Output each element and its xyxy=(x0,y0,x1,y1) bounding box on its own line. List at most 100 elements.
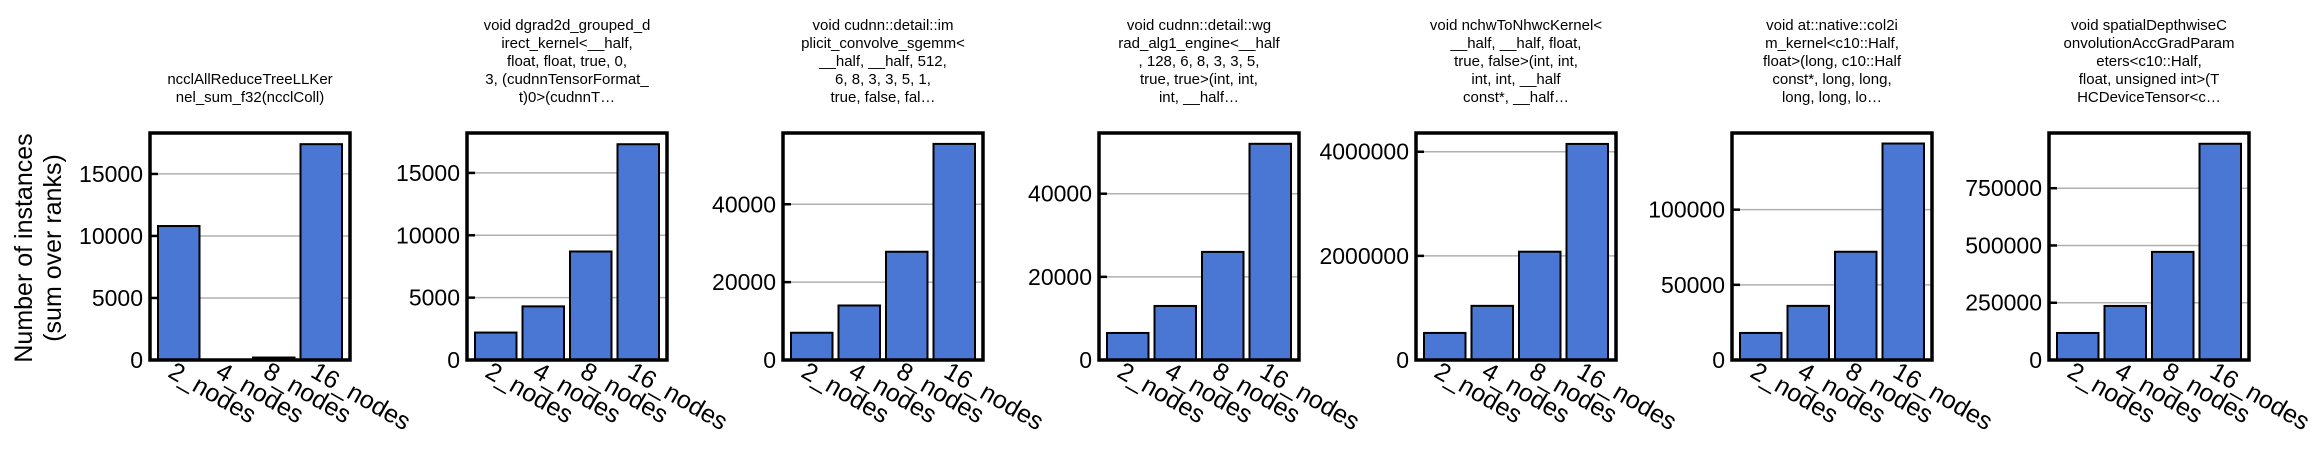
chart-title-line: float, float, true, 0, xyxy=(507,53,627,70)
bar-2_nodes xyxy=(2056,331,2100,361)
plot-frame xyxy=(1414,131,1618,362)
y-tick-label: 40000 xyxy=(712,191,776,217)
y-tick-label: 4000000 xyxy=(1319,139,1409,165)
chart-title-line: void cudnn::detail::im xyxy=(813,17,954,34)
plot-frame xyxy=(2047,131,2251,362)
chart-title-line: t)0>(cudnnT… xyxy=(519,89,615,106)
chart-title-line: eters<c10::Half, xyxy=(2096,53,2201,70)
chart-title-line: void cudnn::detail::wg xyxy=(1127,17,1271,34)
chart-title-line: const*, long, long, xyxy=(1772,71,1891,88)
y-tick-label: 2000000 xyxy=(1319,243,1409,269)
bar-2_nodes xyxy=(1739,331,1783,362)
chart-panel-2: void dgrad2d_grouped_direct_kernel<__hal… xyxy=(396,17,732,436)
y-axis-label-line-2: (sum over ranks) xyxy=(39,154,67,342)
y-tick-label: 0 xyxy=(1079,347,1092,373)
bar-8_nodes xyxy=(885,250,929,362)
bar-4_nodes xyxy=(1470,304,1514,361)
chart-title-line: true, false, fal… xyxy=(830,89,935,106)
plot-frame xyxy=(1097,131,1301,362)
chart-title-line: void dgrad2d_grouped_d xyxy=(484,17,651,34)
chart-title-line: void nchwToNhwcKernel< xyxy=(1430,17,1602,34)
chart-title-line: __half, __half, float, xyxy=(1450,35,1582,52)
y-tick-label: 0 xyxy=(1712,347,1725,373)
bar-8_nodes xyxy=(1834,250,1878,362)
chart-title-line: nel_sum_f32(ncclColl) xyxy=(176,89,324,106)
y-tick-label: 0 xyxy=(763,347,776,373)
chart-title-line: true, true>(int, int, xyxy=(1140,71,1258,88)
y-tick-label: 500000 xyxy=(1965,232,2042,258)
plot-frame xyxy=(1730,131,1934,362)
chart-title-line: int, __half… xyxy=(1159,89,1239,106)
bar-2_nodes xyxy=(790,331,834,361)
y-tick-label: 0 xyxy=(447,347,460,373)
chart-title-line: 6, 8, 3, 3, 5, 1, xyxy=(835,71,931,88)
bar-4_nodes xyxy=(2103,304,2147,361)
bar-8_nodes xyxy=(1201,250,1245,361)
y-tick-label: 15000 xyxy=(396,160,460,186)
chart-title-line: , 128, 6, 8, 3, 3, 5, xyxy=(1139,53,1260,70)
chart-title-line: onvolutionAccGradParam xyxy=(2064,35,2235,52)
y-tick-label: 15000 xyxy=(79,161,143,187)
y-tick-label: 5000 xyxy=(409,285,460,311)
y-tick-label: 5000 xyxy=(92,285,143,311)
bar-8_nodes xyxy=(569,250,613,361)
y-tick-label: 750000 xyxy=(1965,175,2042,201)
y-axis-label-line-1: Number of instances xyxy=(10,133,38,362)
chart-title-line: m_kernel<c10::Half, xyxy=(1765,35,1899,52)
chart-title-line: float, unsigned int>(T xyxy=(2079,71,2220,88)
bar-16_nodes xyxy=(1565,142,1609,361)
y-tick-label: 0 xyxy=(2029,347,2042,373)
y-tick-label: 100000 xyxy=(1648,197,1725,223)
plot-frame xyxy=(781,131,985,362)
y-tick-label: 0 xyxy=(130,347,143,373)
chart-title-line: plicit_convolve_sgemm< xyxy=(801,35,965,52)
bar-16_nodes xyxy=(616,143,660,361)
y-tick-label: 50000 xyxy=(1661,272,1725,298)
bar-16_nodes xyxy=(1248,142,1292,361)
chart-title-line: void spatialDepthwiseC xyxy=(2071,17,2227,34)
chart-title-line: float>(long, c10::Half xyxy=(1763,53,1902,70)
bar-4_nodes xyxy=(521,305,565,361)
y-tick-label: 40000 xyxy=(1028,181,1092,207)
chart-panels: ncclAllReduceTreeLLKernel_sum_f32(ncclCo… xyxy=(79,17,2314,436)
chart-title-line: int, int, __half xyxy=(1471,71,1561,88)
chart-title-line: long, long, lo… xyxy=(1782,89,1882,106)
bar-16_nodes xyxy=(1881,142,1925,361)
bar-2_nodes xyxy=(474,331,518,361)
y-tick-label: 20000 xyxy=(1028,264,1092,290)
chart-panel-3: void cudnn::detail::implicit_convolve_sg… xyxy=(712,17,1048,436)
chart-panel-7: void spatialDepthwiseConvolutionAccGradP… xyxy=(1965,17,2314,436)
bar-16_nodes xyxy=(932,142,976,361)
plot-frame xyxy=(465,131,669,362)
plot-frame xyxy=(148,131,352,362)
bar-16_nodes xyxy=(2198,142,2242,361)
bar-4_nodes xyxy=(837,304,881,362)
chart-title-line: void at::native::col2i xyxy=(1766,17,1898,34)
chart-title-line: irect_kernel<__half, xyxy=(501,35,632,52)
y-tick-label: 10000 xyxy=(396,222,460,248)
chart-title-line: ncclAllReduceTreeLLKer xyxy=(167,71,332,88)
y-tick-label: 20000 xyxy=(712,269,776,295)
bar-8_nodes xyxy=(1518,250,1562,361)
bar-2_nodes xyxy=(1106,331,1150,362)
chart-title-line: const*, __half… xyxy=(1463,89,1569,106)
y-tick-label: 0 xyxy=(1396,347,1409,373)
chart-title-line: __half, __half, 512, xyxy=(818,53,947,70)
bar-8_nodes xyxy=(2151,250,2195,361)
chart-panel-6: void at::native::col2im_kernel<c10::Half… xyxy=(1648,17,1997,436)
chart-title-line: HCDeviceTensor<c… xyxy=(2077,89,2221,106)
bar-4_nodes xyxy=(1786,304,1830,362)
bar-2_nodes xyxy=(1423,331,1467,361)
chart-title-line: 3, (cudnnTensorFormat_ xyxy=(485,71,649,88)
chart-panel-4: void cudnn::detail::wgrad_alg1_engine<__… xyxy=(1028,17,1364,436)
y-tick-label: 250000 xyxy=(1965,290,2042,316)
chart-panel-1: ncclAllReduceTreeLLKernel_sum_f32(ncclCo… xyxy=(79,71,415,436)
bar-2_nodes xyxy=(157,225,201,361)
y-tick-label: 10000 xyxy=(79,223,143,249)
chart-title-line: true, false>(int, int, xyxy=(1454,53,1578,70)
chart-panel-5: void nchwToNhwcKernel<__half, __half, fl… xyxy=(1319,17,1681,436)
bar-4_nodes xyxy=(1153,304,1197,362)
chart-title-line: rad_alg1_engine<__half xyxy=(1118,35,1280,52)
bar-16_nodes xyxy=(299,143,343,361)
